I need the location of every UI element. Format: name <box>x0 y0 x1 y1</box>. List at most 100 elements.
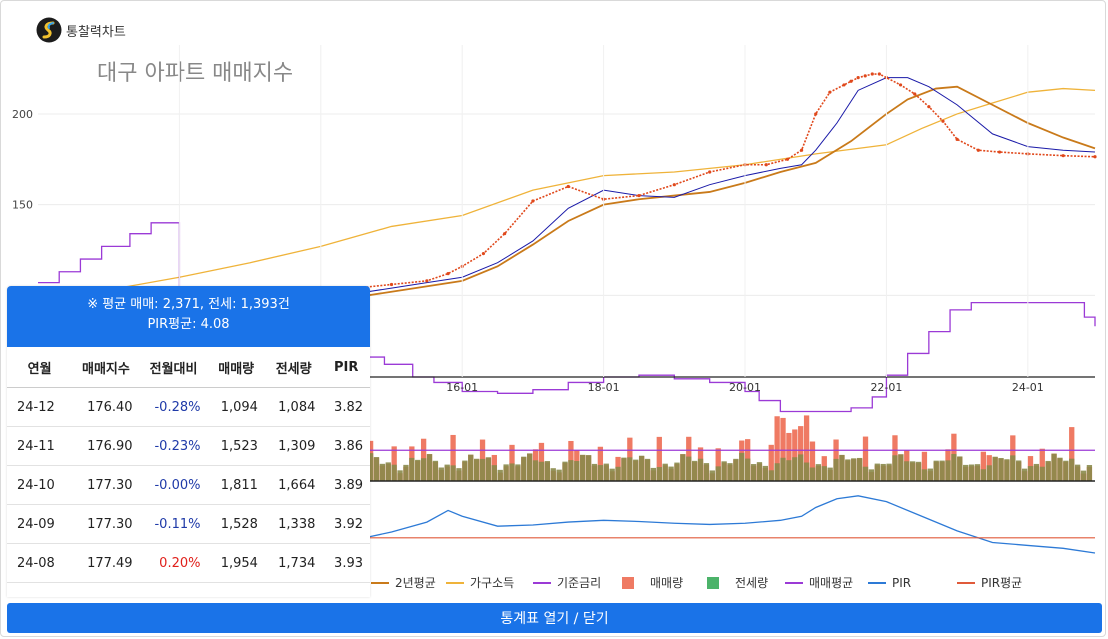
jeonse-bar <box>921 469 928 481</box>
jeonse-bar <box>998 458 1004 481</box>
index-point <box>481 252 486 256</box>
jeonse-bar <box>833 458 839 481</box>
col-ym: 연월 <box>7 347 73 388</box>
sales-bar <box>1039 448 1045 481</box>
sales-bar <box>391 446 397 481</box>
jeonse-bar <box>621 457 627 481</box>
stats-summary: ※ 평균 매매: 2,371, 전세: 1,393건 PIR평균: 4.08 <box>7 286 370 347</box>
jeonse-bar <box>426 454 433 481</box>
jeonse-bar <box>373 457 380 481</box>
jeonse-bar <box>580 454 586 481</box>
cell-jeonse: 1,734 <box>264 543 323 583</box>
cell-pir: 3.86 <box>322 426 370 466</box>
jeonse-bar <box>963 464 969 481</box>
col-pir: PIR <box>322 347 370 388</box>
jeonse-bar <box>1033 463 1040 481</box>
stats-header-row: 연월 매매지수 전월대비 매매량 전세량 PIR <box>7 347 370 388</box>
jeonse-bar <box>745 458 751 481</box>
sales-bar <box>798 426 804 481</box>
cell-ym: 24-12 <box>7 387 73 427</box>
index-point <box>863 74 867 78</box>
jeonse-bar <box>986 465 992 481</box>
legend-label: 전세량 <box>735 576 768 590</box>
sales-bar <box>792 429 798 481</box>
jeonse-bar <box>868 469 875 481</box>
brand-name: 통찰력차트 <box>66 24 126 40</box>
index-point <box>799 148 804 152</box>
jeonse-bar <box>468 454 474 481</box>
jeonse-bar <box>497 469 503 481</box>
summary-line-2: PIR평균: 4.08 <box>147 317 230 332</box>
jeonse-bar <box>862 466 869 481</box>
jeonse-bar <box>668 466 674 481</box>
cell-pir: 3.92 <box>322 504 370 544</box>
jeonse-bar <box>904 461 910 481</box>
table-row: 24-10 177.30 -0.00% 1,811 1,664 3.89 <box>7 465 370 505</box>
series-index-line <box>37 73 1096 315</box>
index-point <box>898 83 903 87</box>
index-point <box>425 279 429 283</box>
stats-table: 연월 매매지수 전월대비 매매량 전세량 PIR 24-12 176.40 -0… <box>7 347 370 583</box>
cell-index: 176.90 <box>72 426 140 466</box>
jeonse-bar <box>845 459 851 481</box>
cell-change: 0.20% <box>139 543 208 583</box>
brand[interactable]: 통찰력차트 <box>36 16 126 44</box>
legend-label: 가구소득 <box>470 576 514 590</box>
x-tick-label: 22-01 <box>870 381 902 394</box>
jeonse-bar <box>815 464 822 481</box>
series-avg2-line <box>37 85 1096 309</box>
jeonse-bar <box>644 458 651 481</box>
jeonse-bar <box>898 454 904 481</box>
jeonse-bar <box>1057 457 1063 481</box>
cell-change: -0.00% <box>139 465 208 505</box>
index-point <box>1093 155 1097 159</box>
jeonse-bar <box>851 458 857 481</box>
cell-sales: 1,094 <box>207 387 265 427</box>
jeonse-bar <box>1051 453 1057 481</box>
jeonse-bar <box>385 462 391 481</box>
sales-bar <box>980 451 987 481</box>
index-point <box>814 112 818 116</box>
cell-jeonse: 1,309 <box>264 426 323 466</box>
cell-jeonse: 1,664 <box>264 465 323 505</box>
jeonse-bar <box>450 465 456 481</box>
sales-bar <box>862 436 869 481</box>
jeonse-bar <box>1086 465 1093 481</box>
jeonse-bar <box>509 463 515 481</box>
jeonse-bar <box>521 456 527 481</box>
cell-ym: 24-11 <box>7 426 73 466</box>
sales-bar <box>597 446 604 481</box>
jeonse-bar <box>473 458 480 481</box>
jeonse-bar <box>532 460 539 481</box>
brand-logo-icon <box>36 17 62 43</box>
legend-swatch <box>622 577 634 589</box>
stats-toggle-button[interactable]: 통계표 열기 / 닫기 <box>7 603 1102 633</box>
index-point <box>1061 154 1065 158</box>
jeonse-bar <box>686 456 692 481</box>
jeonse-bar <box>933 460 939 481</box>
table-row: 24-09 177.30 -0.11% 1,528 1,338 3.92 <box>7 504 370 544</box>
jeonse-bar <box>715 466 721 481</box>
sales-bar <box>809 441 816 481</box>
index-point <box>955 137 959 141</box>
index-point <box>842 83 846 87</box>
jeonse-bar <box>915 461 922 481</box>
jeonse-bar <box>391 464 397 481</box>
table-row: 24-08 177.49 0.20% 1,954 1,734 3.93 <box>7 543 370 583</box>
sales-bar <box>509 444 515 481</box>
table-row: 24-12 176.40 -0.28% 1,094 1,084 3.82 <box>7 387 370 427</box>
jeonse-bar <box>968 464 975 481</box>
jeonse-bar <box>697 458 704 481</box>
index-point <box>849 79 853 83</box>
x-tick-label: 20-01 <box>729 381 761 394</box>
jeonse-bar <box>774 463 780 481</box>
cell-ym: 24-10 <box>7 465 73 505</box>
legend-label: 매매량 <box>650 576 683 590</box>
jeonse-bar <box>980 469 987 481</box>
jeonse-bar <box>709 470 715 481</box>
jeonse-bar <box>792 457 798 481</box>
cell-jeonse: 1,338 <box>264 504 323 544</box>
jeonse-bar <box>780 457 786 481</box>
jeonse-bar <box>886 463 892 481</box>
